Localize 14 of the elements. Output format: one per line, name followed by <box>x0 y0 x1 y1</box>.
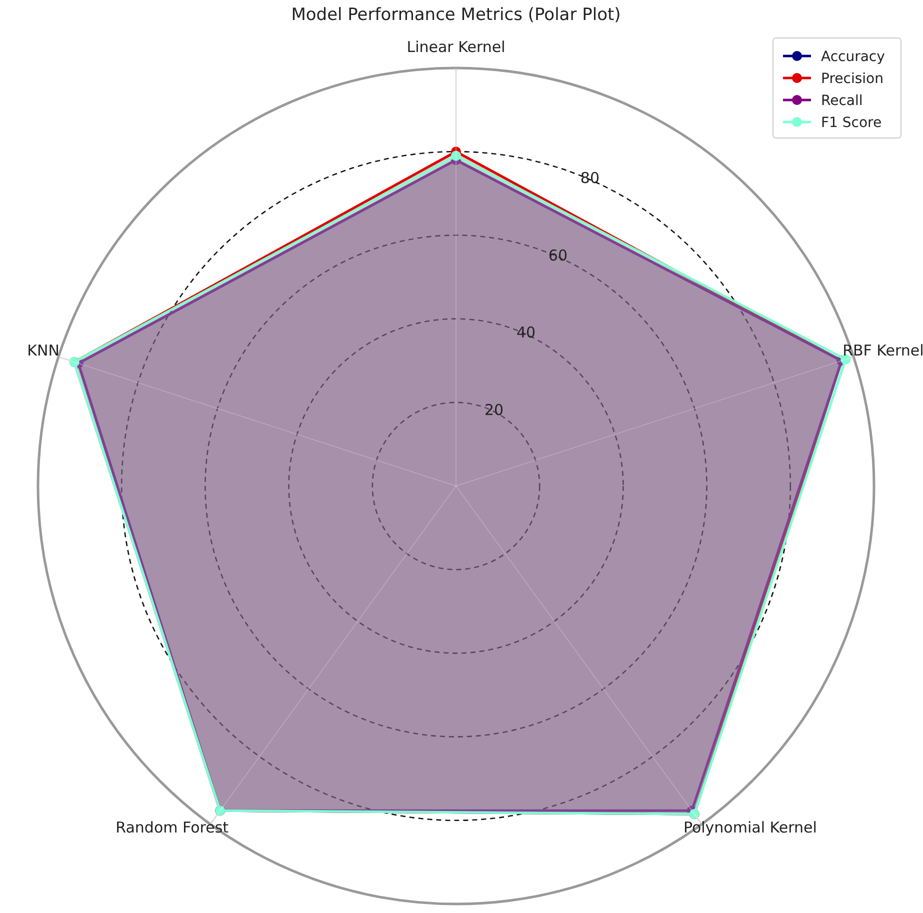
y-tick-label: 60 <box>548 246 568 264</box>
legend-label: Precision <box>821 71 884 87</box>
legend-label: Recall <box>821 93 863 109</box>
spoke-label: Random Forest <box>116 818 229 836</box>
spoke-label: Linear Kernel <box>406 38 506 56</box>
chart-title: Model Performance Metrics (Polar Plot) <box>291 5 621 25</box>
y-tick-label: 20 <box>484 400 504 419</box>
spoke-label: Polynomial Kernel <box>683 818 817 836</box>
y-tick-label: 80 <box>580 169 600 188</box>
y-tick-label: 40 <box>516 324 536 342</box>
legend-label: F1 Score <box>821 115 882 131</box>
legend-label: Accuracy <box>821 49 885 65</box>
spoke-label: KNN <box>27 342 60 360</box>
spoke-label: RBF Kernel <box>842 342 923 360</box>
